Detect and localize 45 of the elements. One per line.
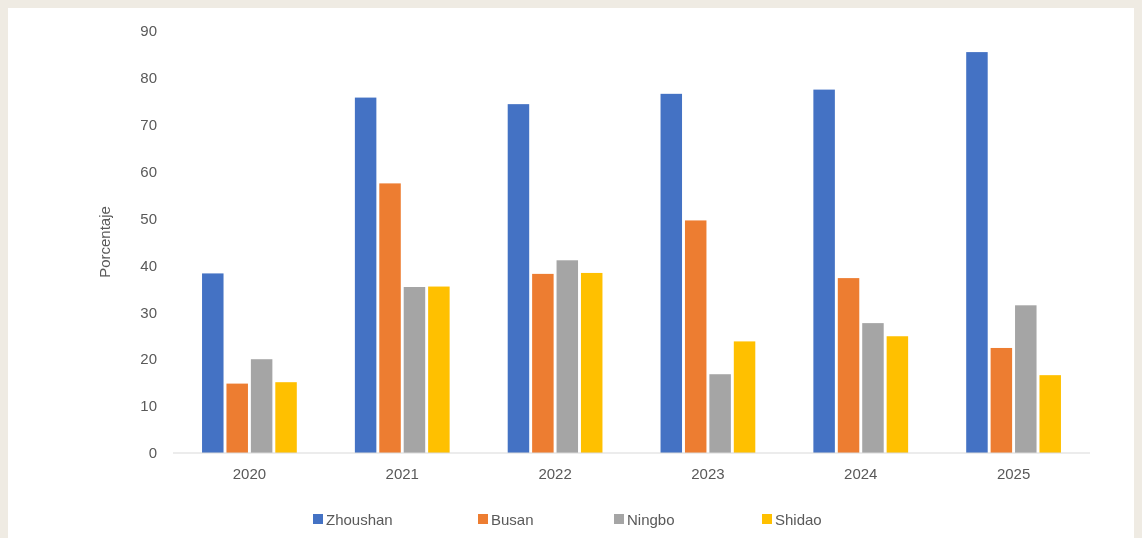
bar — [990, 347, 1013, 453]
bar — [202, 273, 224, 453]
bar — [403, 287, 426, 453]
bar — [354, 97, 377, 453]
y-tick-label: 90 — [140, 22, 157, 40]
y-tick-label: 50 — [140, 209, 157, 227]
bar — [507, 104, 530, 453]
y-tick-label: 60 — [140, 162, 157, 180]
x-tick-label: 2023 — [691, 465, 725, 482]
y-tick-label: 10 — [140, 397, 157, 415]
legend-label: Zhoushan — [326, 511, 393, 529]
x-tick-label: 2024 — [844, 465, 878, 482]
y-tick-label: 30 — [140, 303, 157, 321]
bar — [556, 260, 579, 453]
bar — [862, 323, 884, 453]
bar — [813, 89, 835, 453]
legend-label: Busan — [491, 511, 534, 529]
bar — [1039, 375, 1061, 453]
y-tick-label: 0 — [148, 444, 157, 462]
bar — [250, 359, 273, 453]
bar — [966, 52, 988, 453]
bar — [733, 341, 756, 453]
bar — [684, 220, 707, 453]
x-tick-label: 2021 — [385, 465, 419, 482]
bar — [837, 278, 860, 453]
legend-label: Shidao — [775, 511, 822, 529]
y-tick-label: 80 — [140, 69, 157, 87]
bar — [1015, 305, 1037, 453]
bar — [275, 382, 297, 453]
bar — [660, 93, 683, 453]
bar — [886, 336, 909, 453]
bar — [226, 383, 248, 453]
y-tick-label: 20 — [140, 350, 157, 368]
legend-label: Ningbo — [627, 511, 675, 529]
y-tick-label: 70 — [140, 116, 157, 134]
y-axis-title: Porcentaje — [96, 206, 113, 278]
bar — [379, 183, 401, 453]
bar — [709, 374, 731, 453]
bar — [580, 272, 603, 453]
bar — [428, 286, 450, 453]
x-tick-label: 2025 — [996, 465, 1031, 482]
y-tick-label: 40 — [140, 256, 157, 274]
x-tick-label: 2022 — [538, 465, 572, 482]
bar — [532, 273, 554, 453]
x-tick-label: 2020 — [232, 465, 267, 482]
